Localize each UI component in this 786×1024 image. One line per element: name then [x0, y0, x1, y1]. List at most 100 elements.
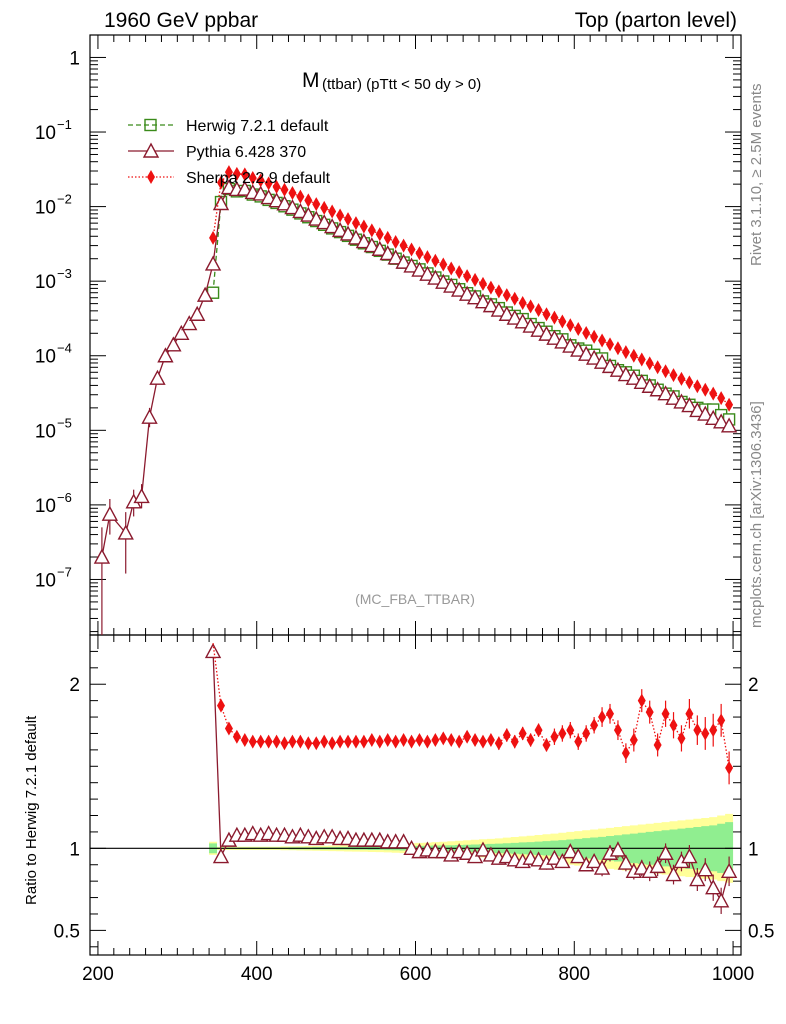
- main-y-tick-exponent: −2: [57, 192, 72, 207]
- sherpa-main-marker: [645, 356, 654, 371]
- pythia-ratio-marker: [633, 859, 650, 875]
- pythia-main-marker: [395, 253, 412, 269]
- sherpa-ratio-marker: [717, 713, 726, 728]
- sherpa-main-marker: [312, 197, 321, 212]
- main-y-tick-label: 10: [35, 347, 56, 368]
- main-y-tick-label: 10: [35, 198, 56, 219]
- sherpa-ratio-marker: [328, 736, 337, 751]
- plot-title-sub: (ttbar) (pTtt < 50 dy > 0): [322, 76, 481, 93]
- pythia-main-marker: [689, 401, 706, 418]
- legend-sherpa-marker: [147, 170, 155, 184]
- pythia-ratio-marker: [546, 849, 563, 865]
- pythia-ratio-marker: [617, 854, 635, 870]
- pythia-main-marker: [570, 341, 587, 357]
- sherpa-main-marker: [526, 299, 535, 314]
- sherpa-main-marker: [542, 307, 551, 322]
- pythia-main-marker: [101, 505, 119, 521]
- sherpa-main-marker: [216, 175, 225, 190]
- sherpa-main-marker: [669, 368, 678, 383]
- pythia-main-marker: [419, 265, 436, 281]
- pythia-ratio-marker: [530, 851, 547, 867]
- pythia-ratio-marker: [681, 848, 698, 864]
- pythia-ratio-marker: [554, 852, 571, 869]
- pythia-main-marker: [506, 309, 523, 325]
- pythia-ratio-marker: [498, 848, 515, 864]
- main-y-tick-label: 10: [35, 496, 56, 517]
- sherpa-main-marker: [463, 269, 472, 284]
- sherpa-main-marker: [240, 167, 249, 182]
- pythia-main-marker: [609, 361, 627, 377]
- sherpa-ratio-marker: [693, 723, 702, 738]
- sherpa-ratio-marker: [637, 693, 646, 708]
- pythia-main-marker: [157, 347, 174, 363]
- sherpa-ratio-marker: [606, 706, 615, 721]
- sherpa-ratio-marker: [351, 734, 360, 749]
- sherpa-main-marker: [574, 322, 583, 337]
- pythia-ratio-marker: [458, 844, 476, 860]
- sherpa-main-marker: [344, 212, 353, 227]
- sherpa-main-marker: [288, 186, 297, 201]
- pythia-main-marker: [466, 289, 484, 305]
- pythia-main-marker: [554, 333, 571, 349]
- pythia-ratio-marker: [204, 642, 222, 659]
- main-y-tick-exponent: −4: [57, 341, 72, 356]
- pythia-ratio-marker: [395, 833, 412, 849]
- pythia-main-marker: [633, 373, 650, 390]
- sherpa-main-marker: [423, 250, 432, 265]
- pythia-ratio-marker: [720, 862, 738, 879]
- pythia-main-marker: [625, 369, 642, 385]
- pythia-main-marker: [149, 369, 166, 385]
- sherpa-ratio-marker: [224, 721, 233, 736]
- pythia-main-marker: [165, 336, 182, 352]
- sherpa-ratio-marker: [399, 733, 408, 748]
- pythia-main-marker: [538, 325, 555, 341]
- pythia-main-marker: [681, 397, 698, 413]
- pythia-main-marker: [617, 366, 635, 382]
- pythia-main-marker: [530, 321, 547, 337]
- sherpa-main-marker: [351, 216, 360, 231]
- pythia-main-marker: [268, 192, 285, 208]
- sherpa-main-marker: [399, 238, 408, 253]
- sherpa-ratio-marker: [455, 734, 464, 749]
- sherpa-ratio-marker: [701, 726, 710, 741]
- sherpa-main-marker: [328, 204, 337, 219]
- main-y-tick-label: 10: [35, 272, 56, 293]
- sherpa-ratio-marker: [216, 698, 225, 713]
- sherpa-main-marker: [494, 284, 503, 299]
- legend-entry-herwig: Herwig 7.2.1 default: [128, 118, 329, 135]
- sherpa-ratio-marker: [534, 723, 543, 738]
- pythia-ratio-marker: [609, 841, 627, 857]
- sherpa-ratio-marker: [669, 718, 678, 733]
- main-y-tick-label: 10: [35, 123, 56, 144]
- sherpa-main-marker: [336, 208, 345, 223]
- sherpa-ratio-marker: [518, 726, 527, 741]
- pythia-main-marker: [117, 524, 134, 540]
- sherpa-ratio-marker: [272, 734, 281, 749]
- sherpa-main-marker: [709, 386, 718, 401]
- pythia-main-marker: [379, 245, 396, 261]
- sherpa-main-marker: [407, 242, 416, 257]
- sherpa-ratio-marker: [502, 728, 511, 743]
- sherpa-main-marker: [439, 257, 448, 272]
- sherpa-ratio-marker: [407, 734, 416, 749]
- sherpa-ratio-marker: [590, 718, 599, 733]
- sherpa-ratio-marker: [336, 734, 345, 749]
- legend: Herwig 7.2.1 default Pythia 6.428 370 Sh…: [128, 118, 331, 187]
- main-y-tick-exponent: −7: [57, 564, 72, 579]
- x-tick-label: 1000: [712, 964, 754, 985]
- pythia-main-marker: [363, 237, 381, 253]
- legend-entry-pythia: Pythia 6.428 370: [128, 142, 306, 161]
- legend-pythia-marker: [142, 142, 160, 158]
- legend-pythia-label: Pythia 6.428 370: [186, 144, 306, 161]
- sherpa-ratio-marker: [264, 734, 273, 749]
- sherpa-main-marker: [725, 397, 734, 412]
- sherpa-ratio-marker: [375, 734, 384, 749]
- pythia-main-marker: [450, 281, 468, 297]
- sherpa-ratio-marker: [645, 705, 654, 720]
- pythia-main-series: [93, 179, 738, 635]
- pythia-main-marker: [323, 218, 341, 234]
- sherpa-main-marker: [653, 360, 662, 375]
- pythia-main-marker: [284, 199, 301, 215]
- pythia-main-marker: [490, 301, 508, 317]
